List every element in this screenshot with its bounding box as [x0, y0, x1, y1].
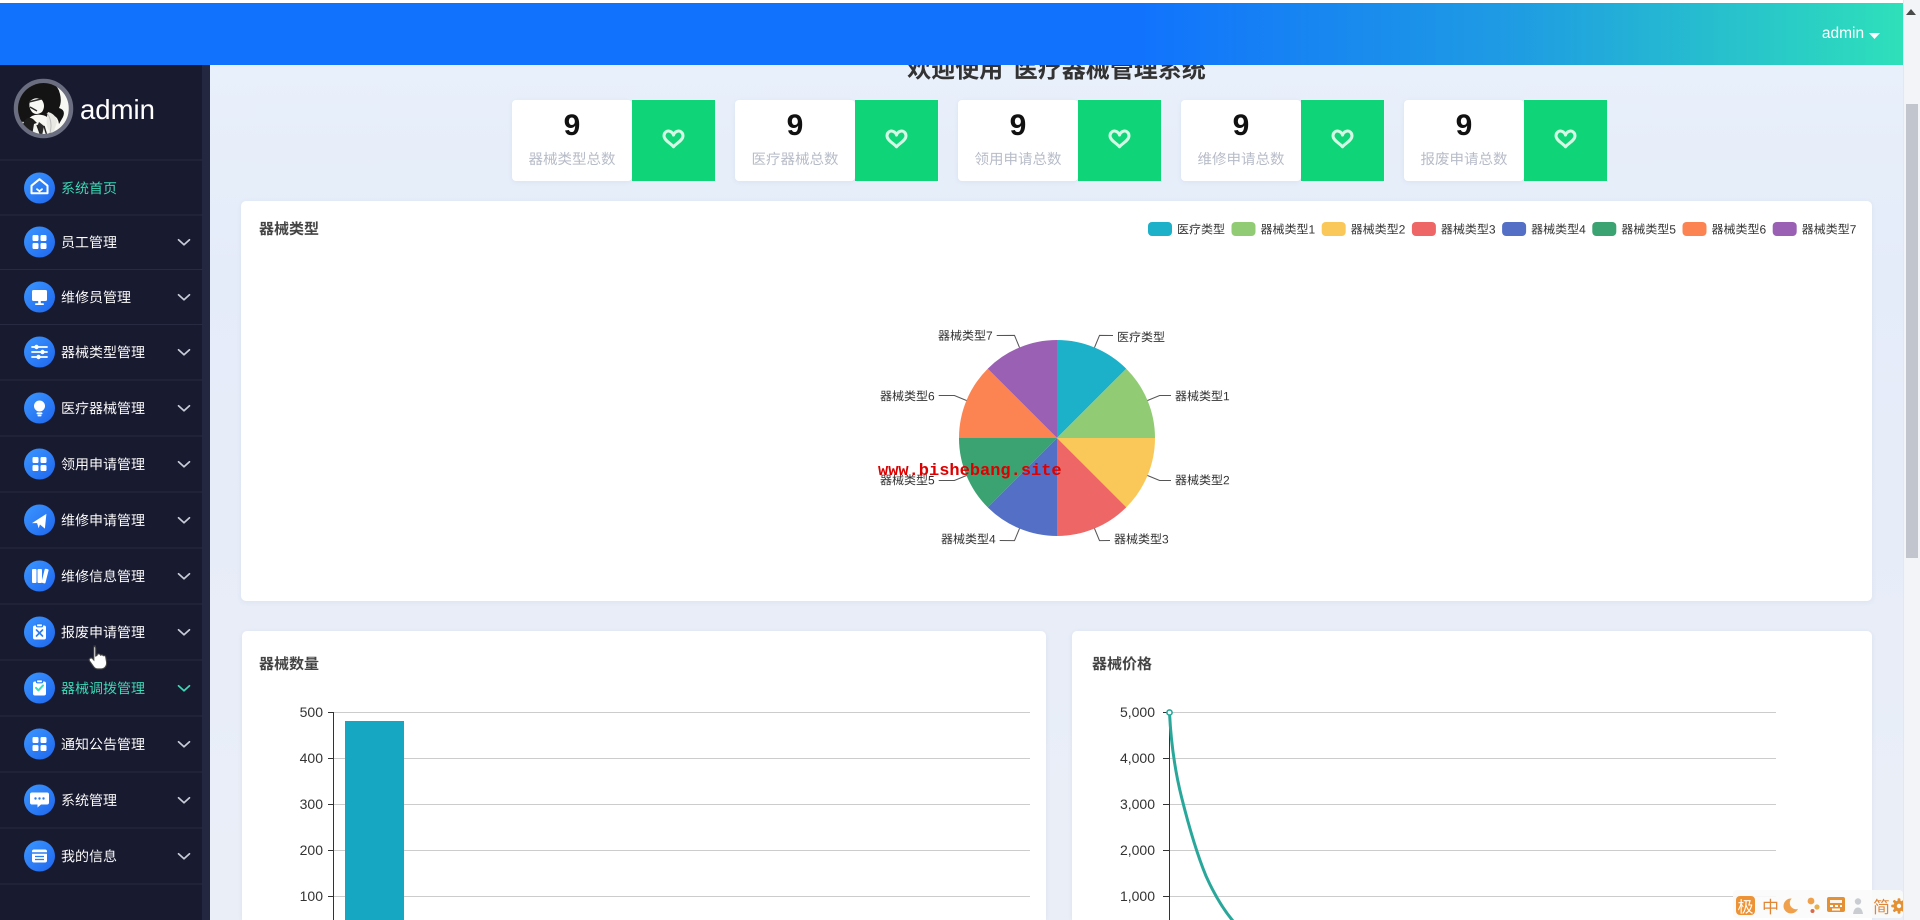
svg-text:9: 9 [1233, 109, 1250, 142]
svg-text:9: 9 [1010, 109, 1027, 142]
svg-text:5,000: 5,000 [1120, 704, 1155, 720]
svg-text:300: 300 [300, 796, 324, 812]
svg-text:100: 100 [300, 888, 324, 904]
svg-text:200: 200 [300, 842, 324, 858]
svg-text:9: 9 [787, 109, 804, 142]
svg-text:400: 400 [300, 750, 324, 766]
svg-text:9: 9 [564, 109, 581, 142]
svg-text:admin: admin [1822, 25, 1864, 42]
svg-text:3,000: 3,000 [1120, 796, 1155, 812]
svg-text:500: 500 [300, 704, 324, 720]
svg-text:2,000: 2,000 [1120, 842, 1155, 858]
svg-text:9: 9 [1456, 109, 1473, 142]
svg-text:admin: admin [80, 94, 155, 125]
svg-text:www.bishebang.site: www.bishebang.site [878, 462, 1062, 481]
svg-text:1,000: 1,000 [1120, 888, 1155, 904]
svg-text:4,000: 4,000 [1120, 750, 1155, 766]
